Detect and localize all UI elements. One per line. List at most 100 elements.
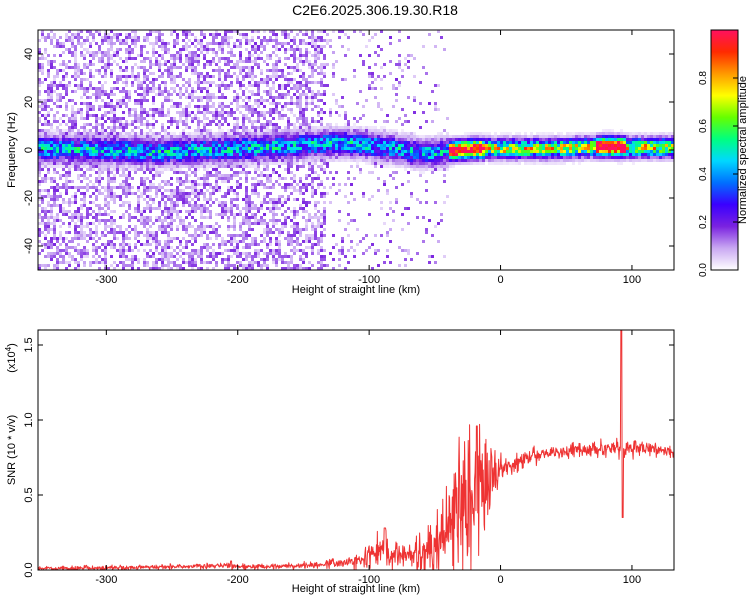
spectrogram-cell — [206, 51, 209, 54]
spectrogram-cell — [248, 72, 251, 75]
spectrogram-cell — [320, 108, 323, 111]
spectrogram-cell — [221, 240, 224, 243]
spectrogram-cell — [188, 102, 191, 105]
spectrogram-cell — [266, 135, 269, 138]
spectrogram-cell — [128, 237, 131, 240]
spectrogram-cell — [98, 171, 101, 174]
spectrogram-cell — [56, 258, 59, 261]
spectrogram-cell — [254, 57, 257, 60]
spectrogram-cell — [365, 159, 368, 162]
spectrogram-cell — [140, 216, 143, 219]
spectrogram-cell — [161, 144, 164, 147]
spectrogram-cell — [230, 213, 233, 216]
spectrogram-cell — [293, 144, 296, 147]
spectrogram-cell — [224, 150, 227, 153]
spectrogram-cell — [293, 267, 296, 270]
spectrogram-cell — [311, 81, 314, 84]
spectrogram-cell — [197, 87, 200, 90]
spectrogram-cell — [53, 114, 56, 117]
spectrogram-cell — [146, 261, 149, 264]
spectrogram-cell — [158, 33, 161, 36]
spectrogram-cell — [344, 255, 347, 258]
spectrogram-cell — [173, 132, 176, 135]
spectrogram-cell — [128, 174, 131, 177]
spectrogram-cell — [317, 48, 320, 51]
spectrogram-cell — [305, 252, 308, 255]
spectrogram-cell — [224, 204, 227, 207]
spectrogram-cell — [293, 177, 296, 180]
spectrogram-cell — [341, 156, 344, 159]
spectrogram-cell — [95, 54, 98, 57]
spectrogram-cell — [113, 51, 116, 54]
spectrogram-cell — [290, 234, 293, 237]
spectrogram-cell — [134, 36, 137, 39]
spectrogram-cell — [182, 93, 185, 96]
spectrogram-cell — [332, 63, 335, 66]
spectrogram-cell — [191, 111, 194, 114]
spectrogram-cell — [161, 102, 164, 105]
spectrogram-cell — [302, 90, 305, 93]
spectrogram-cell — [242, 99, 245, 102]
spectrogram-cell — [152, 141, 155, 144]
spectrogram-cell — [38, 156, 41, 159]
spectrogram-cell — [230, 207, 233, 210]
spectrogram-cell — [251, 255, 254, 258]
spectrogram-cell — [89, 201, 92, 204]
spectrogram-cell — [128, 177, 131, 180]
spectrogram-cell — [128, 258, 131, 261]
spectrogram-cell — [71, 126, 74, 129]
spectrogram-cell — [245, 150, 248, 153]
spectrogram-cell — [200, 177, 203, 180]
spectrogram-cell — [137, 81, 140, 84]
spectrogram-cell — [44, 141, 47, 144]
spectrogram-cell — [248, 204, 251, 207]
spectrogram-cell — [170, 267, 173, 270]
spectrogram-cell — [227, 258, 230, 261]
spectrogram-cell — [290, 225, 293, 228]
spectrogram-cell — [269, 141, 272, 144]
spectrogram-cell — [149, 57, 152, 60]
spectrogram-cell — [368, 66, 371, 69]
spectrogram-cell — [326, 42, 329, 45]
spectrogram-cell — [329, 150, 332, 153]
spectrogram-cell — [98, 90, 101, 93]
spectrogram-cell — [323, 207, 326, 210]
spectrogram-cell — [167, 75, 170, 78]
spectrogram-cell — [230, 234, 233, 237]
spectrogram-cell — [116, 168, 119, 171]
spectrogram-cell — [185, 126, 188, 129]
spectrogram-cell — [101, 261, 104, 264]
spectrogram-cell — [38, 165, 41, 168]
spectrogram-cell — [50, 222, 53, 225]
spectrogram-cell — [218, 159, 221, 162]
spectrogram-cell — [176, 75, 179, 78]
spectrogram-cell — [287, 207, 290, 210]
spectrogram-cell — [275, 123, 278, 126]
spectrogram-cell — [137, 54, 140, 57]
spectrogram-cell — [47, 93, 50, 96]
spectrogram-cell — [140, 84, 143, 87]
spectrogram-cell — [224, 63, 227, 66]
spectrogram-cell — [143, 192, 146, 195]
spectrogram-cell — [74, 72, 77, 75]
spectrogram-cell — [140, 129, 143, 132]
spectrogram-cell — [101, 66, 104, 69]
spectrogram-cell — [308, 51, 311, 54]
spectrogram-cell — [86, 39, 89, 42]
spectrogram-cell — [152, 111, 155, 114]
spectrogram-cell — [284, 201, 287, 204]
spectrogram-cell — [116, 264, 119, 267]
spectrogram-cell — [320, 249, 323, 252]
spectrogram-cell — [305, 210, 308, 213]
spectrogram-cell — [68, 132, 71, 135]
spectrogram-cell — [254, 204, 257, 207]
spectrogram-cell — [104, 102, 107, 105]
spectrogram-cell — [257, 45, 260, 48]
spectrogram-cell — [296, 144, 299, 147]
spectrogram-cell — [134, 165, 137, 168]
spectrogram-cell — [341, 78, 344, 81]
spectrogram-cell — [98, 219, 101, 222]
spectrogram-cell — [185, 231, 188, 234]
spectrogram-cell — [89, 135, 92, 138]
spectrogram-cell — [131, 81, 134, 84]
